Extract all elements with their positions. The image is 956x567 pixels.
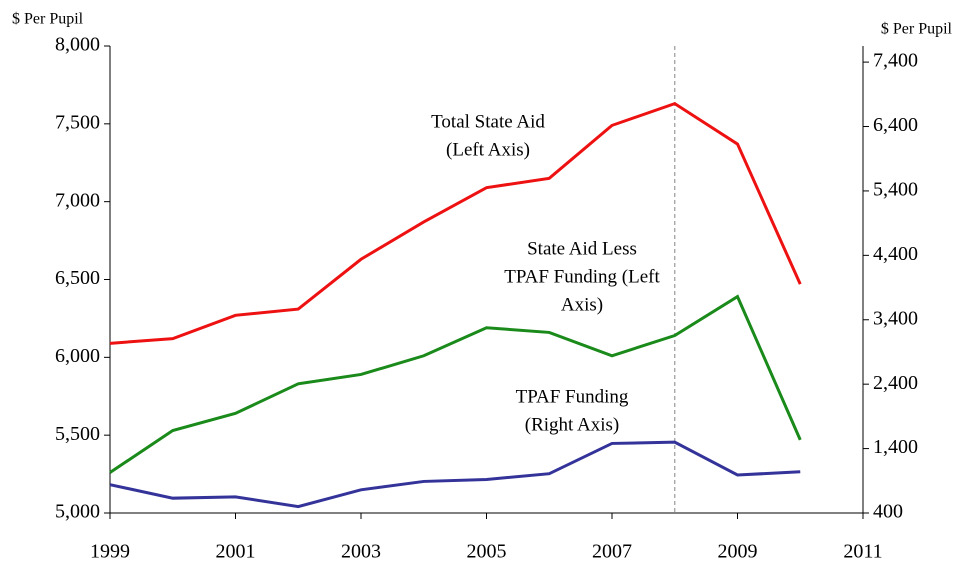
y-tick-label: 6,500 bbox=[55, 267, 100, 289]
data-line bbox=[109, 440, 801, 509]
y-tick-label: 7,500 bbox=[55, 111, 100, 133]
annotation: (Right Axis) bbox=[525, 414, 619, 435]
x-tick-label: 2003 bbox=[341, 541, 381, 563]
y2-tick-label: 1,400 bbox=[873, 436, 918, 458]
x-tick-label: 2001 bbox=[216, 541, 256, 563]
y-tick-label: 5,000 bbox=[55, 501, 100, 523]
x-tick-label: 2007 bbox=[592, 541, 632, 563]
y-tick-label: 6,000 bbox=[55, 345, 100, 367]
annotation: TPAF Funding bbox=[516, 386, 629, 407]
y2-tick-label: 6,400 bbox=[873, 114, 918, 136]
data-line bbox=[109, 101, 802, 345]
y-tick-label: 7,000 bbox=[55, 189, 100, 211]
y-tick-label: 8,000 bbox=[55, 34, 100, 56]
annotation: State Aid Less bbox=[527, 238, 637, 259]
y2-tick-label: 5,400 bbox=[873, 179, 918, 201]
y2-tick-label: 3,400 bbox=[873, 307, 918, 329]
y-tick-label: 5,500 bbox=[55, 423, 100, 445]
x-tick-label: 2009 bbox=[718, 541, 758, 563]
annotation: TPAF Funding (Left bbox=[504, 266, 660, 287]
data-line bbox=[109, 294, 802, 474]
annotation: Total State Aid bbox=[431, 111, 545, 132]
x-tick-label: 2005 bbox=[467, 541, 507, 563]
x-tick-label: 2011 bbox=[843, 541, 882, 563]
y-axis-label: $ Per Pupil bbox=[12, 11, 84, 28]
y2-axis-label: $ Per Pupil bbox=[881, 21, 953, 38]
y2-tick-label: 7,400 bbox=[873, 50, 918, 72]
annotation: (Left Axis) bbox=[446, 139, 530, 160]
y2-tick-label: 400 bbox=[873, 501, 903, 523]
y2-tick-label: 4,400 bbox=[873, 243, 918, 265]
y2-tick-label: 2,400 bbox=[873, 372, 918, 394]
x-tick-label: 1999 bbox=[90, 541, 130, 563]
annotation: Axis) bbox=[561, 294, 603, 315]
